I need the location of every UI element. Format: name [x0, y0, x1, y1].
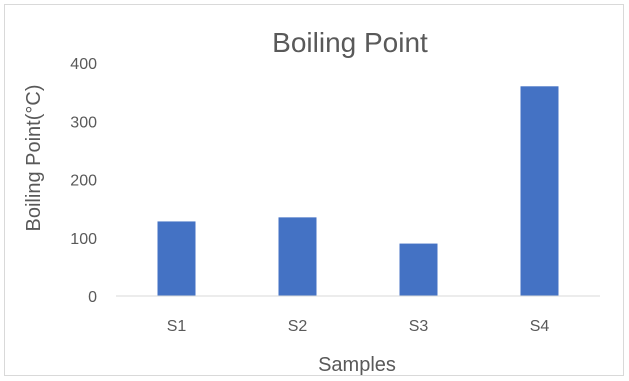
bar-s2 — [278, 217, 317, 296]
x-tick-label: S1 — [167, 318, 187, 335]
bar-s1 — [157, 221, 196, 296]
x-axis-ticks: S1 S2 S3 S4 — [167, 318, 550, 335]
y-tick-label: 400 — [70, 56, 97, 73]
bar-s4 — [520, 86, 559, 296]
y-tick-label: 300 — [70, 114, 97, 131]
bar-s3 — [399, 243, 438, 296]
y-axis-ticks: 0 100 200 300 400 — [70, 56, 97, 306]
x-axis-title: Samples — [318, 354, 396, 376]
chart-title: Boiling Point — [272, 27, 428, 58]
x-tick-label: S3 — [409, 318, 429, 335]
y-tick-label: 200 — [70, 173, 97, 190]
x-tick-label: S2 — [288, 318, 308, 335]
y-tick-label: 0 — [88, 289, 97, 306]
y-tick-label: 100 — [70, 231, 97, 248]
x-tick-label: S4 — [530, 318, 550, 335]
y-axis-title: Boiling Point(°C) — [23, 85, 45, 232]
bars — [157, 86, 559, 296]
